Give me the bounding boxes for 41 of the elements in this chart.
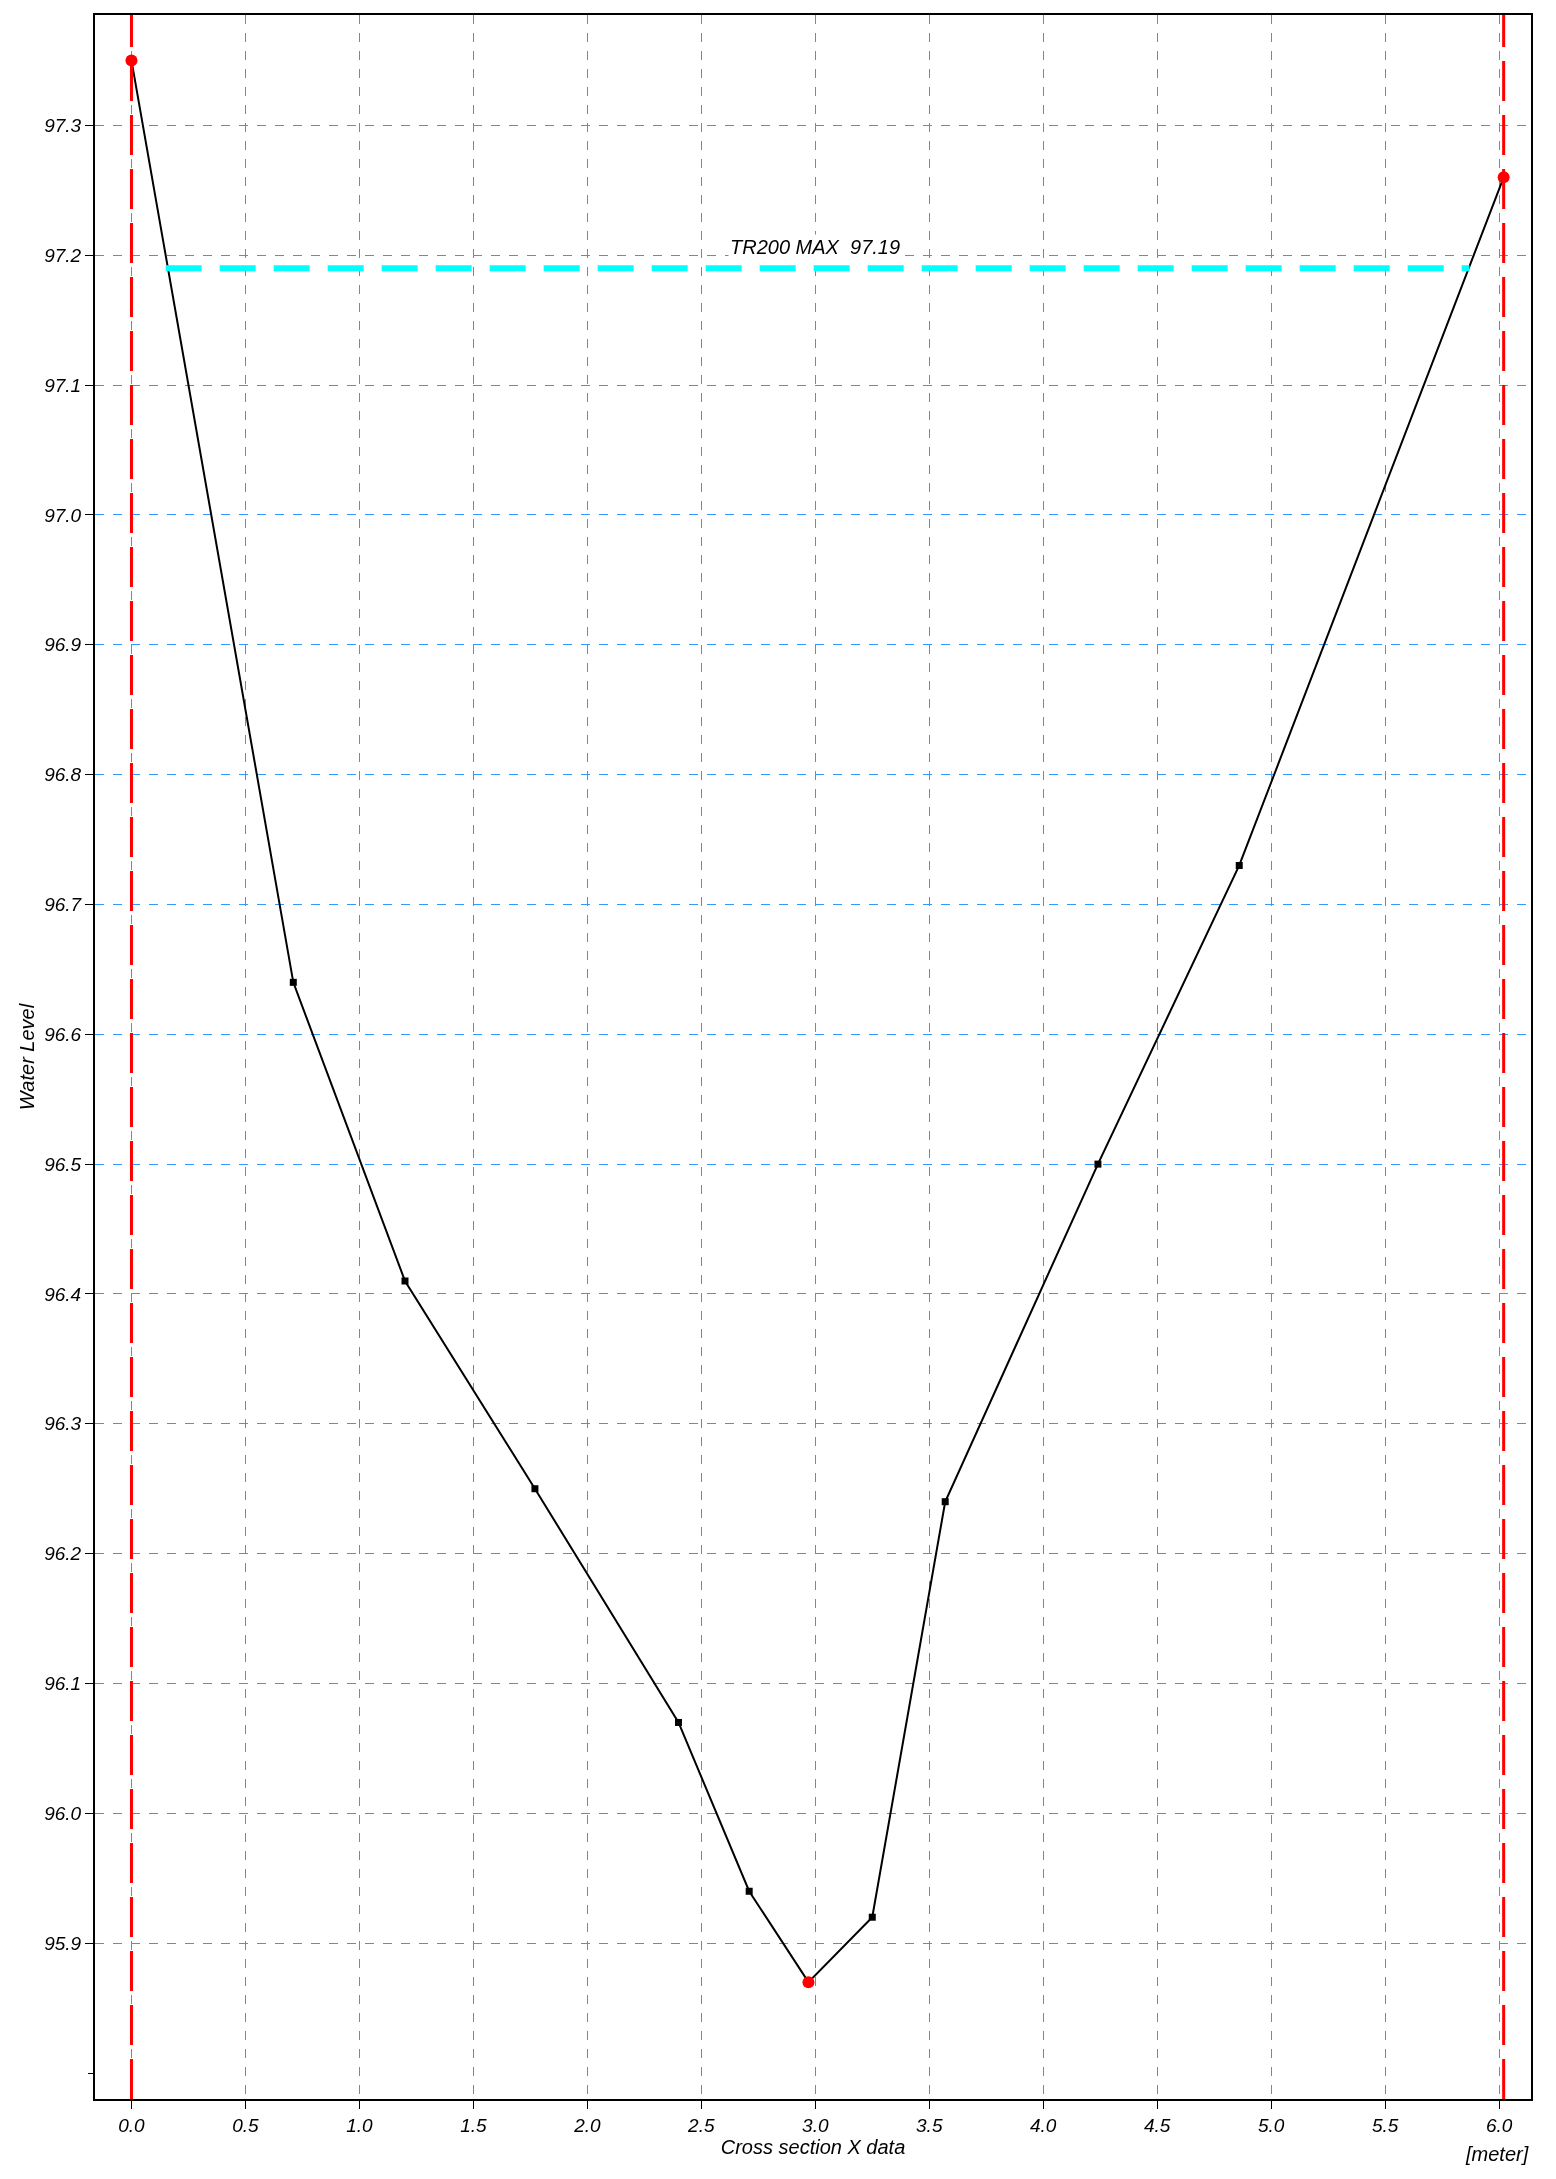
point xyxy=(1235,861,1243,869)
y-tick-label: 96.3 xyxy=(44,1413,82,1435)
point xyxy=(675,1718,683,1726)
x-tick-label: 1.0 xyxy=(346,2114,374,2136)
x-tick-label: 3.5 xyxy=(916,2114,943,2136)
x-tick-label: 0.5 xyxy=(232,2114,260,2136)
x-tick-label: 5.0 xyxy=(1257,2114,1285,2136)
x-tick-label: 0.0 xyxy=(118,2114,146,2136)
y-tick-label: 97.3 xyxy=(44,115,82,137)
y-tick-label: 96.8 xyxy=(44,764,82,786)
y-axis-title: Water Level xyxy=(16,1003,39,1111)
x-tick-label: 1.5 xyxy=(460,2114,487,2136)
y-tick-label: 96.4 xyxy=(44,1283,82,1305)
x-tick-label: 2.0 xyxy=(573,2114,601,2136)
y-tick-label: 97.0 xyxy=(44,504,82,526)
point xyxy=(941,1498,949,1506)
y-tick-label: 97.2 xyxy=(44,244,82,266)
point xyxy=(289,978,297,986)
point xyxy=(745,1887,753,1895)
point xyxy=(401,1277,409,1285)
point xyxy=(868,1913,876,1921)
y-tick-label: 97.1 xyxy=(44,374,82,396)
y-tick-label: 96.2 xyxy=(44,1543,82,1565)
x-tick-label: 5.5 xyxy=(1371,2114,1399,2136)
x-tick-label: 3.0 xyxy=(802,2114,829,2136)
x-tick-label: 6.0 xyxy=(1485,2114,1513,2136)
y-tick-label: 96.6 xyxy=(44,1023,82,1045)
y-tick-label: 96.5 xyxy=(44,1153,82,1175)
x-tick-label: 2.5 xyxy=(687,2114,715,2136)
y-tick-label: 96.9 xyxy=(44,634,82,656)
x-tick-label: 4.0 xyxy=(1030,2114,1057,2136)
y-tick-label: 96.0 xyxy=(44,1802,82,1824)
y-tick-label: 96.1 xyxy=(44,1673,82,1695)
point xyxy=(1094,1160,1102,1168)
text: [meter] xyxy=(1465,2143,1529,2165)
x-tick-label: 4.5 xyxy=(1143,2114,1171,2136)
y-tick-label: 96.7 xyxy=(44,894,83,916)
x-axis-title: Cross section X data xyxy=(720,2135,906,2158)
point xyxy=(531,1485,539,1493)
y-tick-label: 95.9 xyxy=(44,1932,82,1954)
annotation: TR200 MAX 97.19 xyxy=(730,236,901,258)
